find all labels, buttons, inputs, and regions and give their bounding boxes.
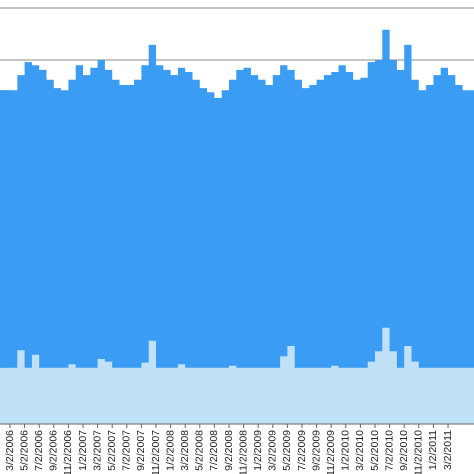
x-tick-label: 3/2/2007 [91,430,103,471]
x-tick-label: 11/2/2010 [413,430,425,474]
x-tick-label: 7/2/2007 [121,430,133,471]
x-tick-label: 5/2/2007 [106,430,118,471]
x-tick-label: 1/2/2007 [77,430,89,471]
x-tick-label: 3/2/2009 [267,430,279,471]
x-tick-label: 3/2/2008 [179,430,191,471]
x-tick-label: 3/2/2006 [4,430,16,471]
x-tick-label: 5/2/2010 [369,430,381,471]
x-tick-label: 11/2/2007 [150,430,162,474]
area [0,327,474,424]
x-tick-label: 1/2/2011 [427,430,439,470]
x-tick-label: 11/2/2006 [62,430,74,474]
x-tick-label: 11/2/2008 [237,430,249,474]
area [0,29,474,425]
x-tick-label: 11/2/2009 [325,430,337,474]
x-tick-label: 3/2/2010 [354,430,366,471]
x-tick-label: 7/2/2008 [208,430,220,471]
x-tick-label: 9/2/2010 [398,430,410,471]
x-tick-label: 7/2/2006 [33,430,45,471]
x-tick-label: 7/2/2010 [383,430,395,471]
x-tick-label: 9/2/2008 [223,430,235,471]
x-tick-label: 9/2/2006 [48,430,60,471]
x-tick-label: 7/2/2009 [296,430,308,471]
x-tick-label: 5/2/2009 [281,430,293,471]
x-tick-label: 5/2/2008 [194,430,206,471]
x-tick-label: 9/2/2007 [135,430,147,471]
x-tick-label: 5/2/2006 [18,430,30,471]
x-tick-label: 1/2/2010 [340,430,352,471]
x-tick-label: 1/2/2009 [252,430,264,471]
x-tick-label: 9/2/2009 [310,430,322,471]
x-tick-label: 3/2/2011 [442,430,454,470]
x-tick-label: 1/2/2008 [164,430,176,471]
